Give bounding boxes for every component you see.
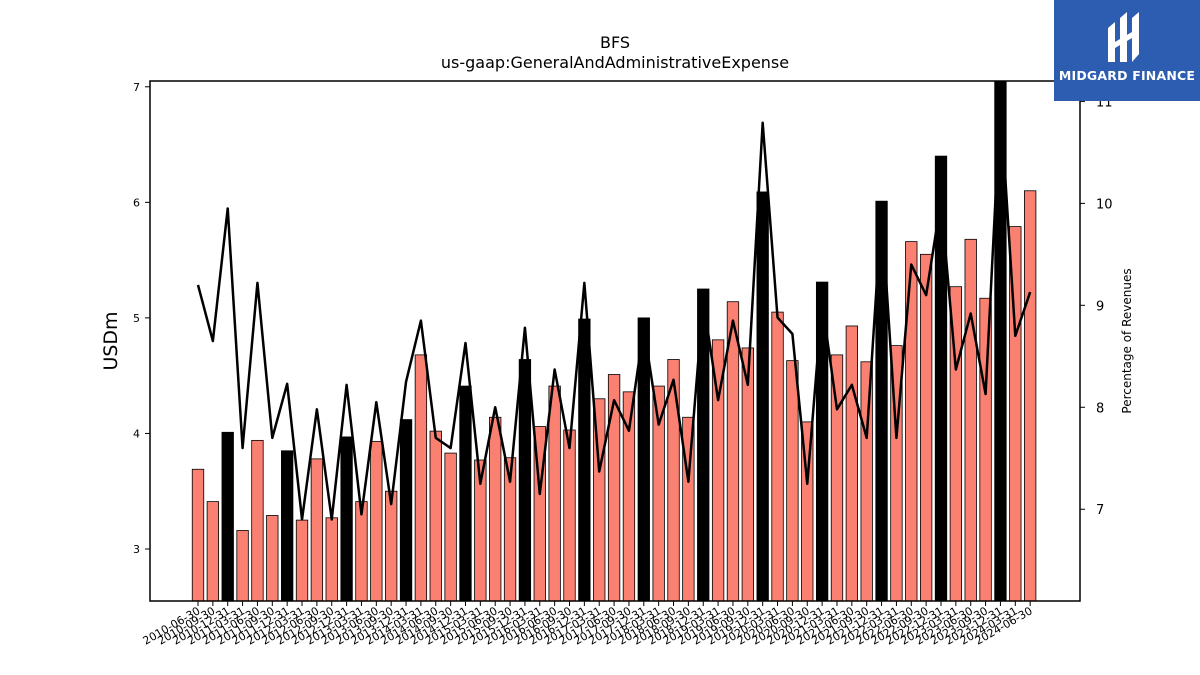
y2-tick-label: 7 <box>1096 503 1104 518</box>
bar <box>1024 190 1037 602</box>
midgard-logo-icon <box>1108 12 1139 62</box>
y2-tick-label: 8 <box>1096 401 1104 416</box>
revenue-share-line <box>196 100 1032 521</box>
bar <box>979 297 992 602</box>
bar <box>191 468 205 602</box>
bar <box>786 360 799 602</box>
line-layer <box>196 100 1032 521</box>
y-tick-label: 7 <box>133 81 140 94</box>
y-ticks: 3 4 5 6 7 <box>133 81 150 556</box>
brand-logo: MIDGARD FINANCE <box>1054 0 1200 101</box>
bar <box>266 515 279 602</box>
y-tick-label: 3 <box>133 543 140 556</box>
bar <box>295 519 309 602</box>
bar <box>444 452 457 602</box>
bar <box>563 429 576 602</box>
plot-frame <box>149 80 1081 602</box>
chart-subtitle: us-gaap:GeneralAndAdministrativeExpense <box>441 53 789 72</box>
chart-title: BFS <box>600 33 630 52</box>
y2-axis-label: Percentage of Revenues <box>1120 268 1134 413</box>
y2-tick-label: 9 <box>1096 299 1104 314</box>
bar <box>905 241 918 602</box>
bar <box>251 439 264 602</box>
y2-tick-label: 10 <box>1096 197 1113 212</box>
bar <box>370 441 383 602</box>
bars-layer <box>191 80 1037 602</box>
bar <box>221 431 234 602</box>
bar <box>845 325 858 602</box>
y-tick-label: 6 <box>133 196 140 209</box>
y-tick-label: 4 <box>133 427 140 440</box>
bar <box>325 517 338 602</box>
bar <box>310 458 324 602</box>
bar <box>860 361 873 602</box>
bar <box>236 530 249 602</box>
x-ticks: 2010-06-302010-09-302010-12-312011-03-31… <box>141 601 1035 648</box>
bar <box>771 311 784 602</box>
bar <box>355 501 368 602</box>
bar <box>548 385 561 602</box>
bar <box>578 318 591 602</box>
bar <box>919 253 933 602</box>
bar <box>414 354 428 602</box>
bar <box>340 436 353 602</box>
bar <box>459 385 472 602</box>
bar <box>399 419 413 602</box>
y-tick-label: 5 <box>133 312 140 325</box>
bar <box>206 501 220 602</box>
bar <box>964 238 977 602</box>
bar <box>385 490 398 602</box>
bar <box>518 359 532 602</box>
bar <box>489 416 502 602</box>
bar <box>756 191 769 602</box>
bar <box>429 430 442 602</box>
bar <box>830 354 844 602</box>
bar <box>281 450 294 602</box>
y-axis-label: USDm <box>100 311 122 370</box>
brand-name: MIDGARD FINANCE <box>1058 68 1196 83</box>
